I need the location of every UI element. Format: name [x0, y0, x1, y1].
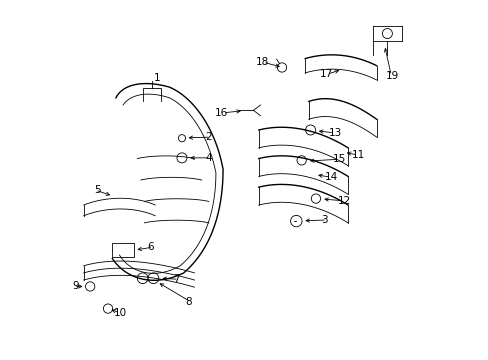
Text: 7: 7 — [173, 274, 179, 284]
Text: 5: 5 — [94, 185, 101, 195]
Text: 14: 14 — [324, 172, 337, 182]
Text: 6: 6 — [147, 242, 154, 252]
Text: 12: 12 — [337, 196, 350, 206]
Text: 19: 19 — [385, 71, 398, 81]
Text: 9: 9 — [73, 282, 80, 292]
Text: 13: 13 — [328, 128, 341, 138]
Text: 1: 1 — [153, 73, 160, 83]
Text: 8: 8 — [185, 297, 192, 307]
Text: 15: 15 — [332, 154, 346, 164]
Bar — [112, 243, 134, 257]
Text: 11: 11 — [351, 150, 364, 160]
Text: 17: 17 — [319, 69, 332, 79]
Text: 10: 10 — [114, 308, 127, 318]
Text: 4: 4 — [205, 153, 211, 163]
Text: 16: 16 — [215, 108, 228, 118]
Text: 18: 18 — [255, 57, 268, 67]
Text: 2: 2 — [205, 132, 211, 142]
Text: 3: 3 — [321, 215, 327, 225]
